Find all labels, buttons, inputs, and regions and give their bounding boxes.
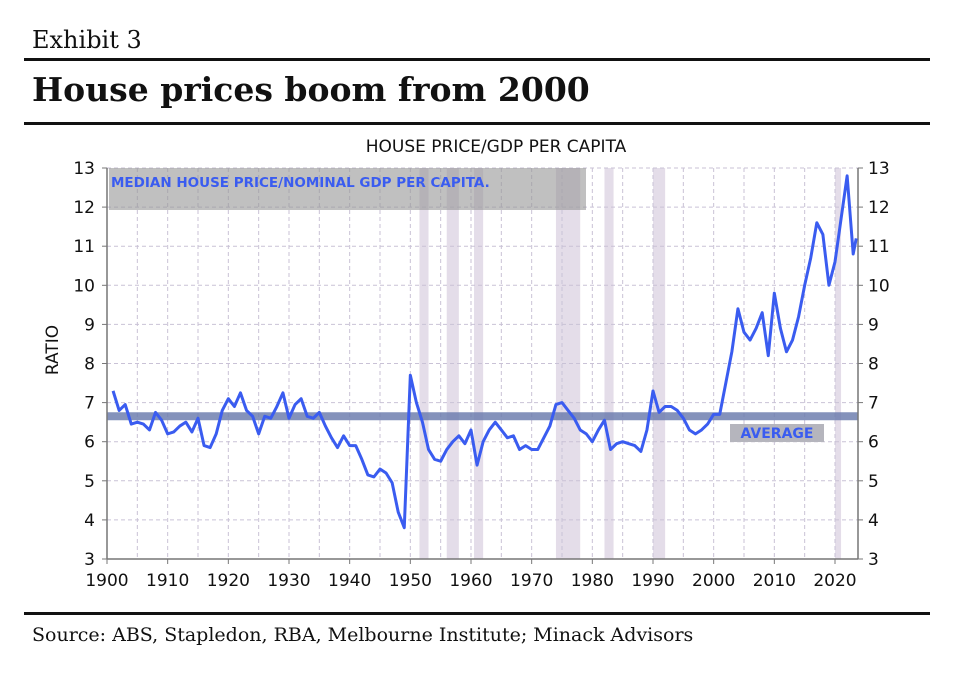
top-rule <box>24 58 930 61</box>
y-tick-label-right: 10 <box>868 276 890 296</box>
x-tick-label: 1980 <box>571 571 614 591</box>
y-axis-label: RATIO <box>43 325 63 375</box>
x-tick-label: 1960 <box>449 571 492 591</box>
y-tick-label-right: 6 <box>868 433 879 453</box>
y-tick-label-left: 11 <box>73 237 95 257</box>
average-label-box <box>730 424 824 442</box>
y-tick-label-right: 3 <box>868 550 879 570</box>
y-tick-label-right: 8 <box>868 355 879 375</box>
y-tick-label-left: 9 <box>84 315 95 335</box>
x-tick-label: 1930 <box>267 571 310 591</box>
average-label: AVERAGE <box>741 426 814 442</box>
y-tick-label-left: 12 <box>73 198 95 218</box>
x-tick-label: 1900 <box>85 571 128 591</box>
recession-band <box>653 168 666 559</box>
exhibit-label: Exhibit 3 <box>32 26 142 54</box>
y-tick-label-right: 13 <box>868 159 890 179</box>
x-tick-label: 1920 <box>207 571 250 591</box>
y-tick-label-right: 7 <box>868 394 879 414</box>
x-tick-label: 1990 <box>631 571 674 591</box>
y-tick-label-right: 12 <box>868 198 890 218</box>
legend-box <box>109 168 586 210</box>
y-tick-label-right: 9 <box>868 315 879 335</box>
y-tick-label-left: 4 <box>84 511 95 531</box>
y-tick-label-left: 3 <box>84 550 95 570</box>
y-tick-label-right: 4 <box>868 511 879 531</box>
y-tick-label-left: 7 <box>84 394 95 414</box>
y-tick-label-left: 8 <box>84 355 95 375</box>
y-tick-label-left: 6 <box>84 433 95 453</box>
x-tick-label: 1950 <box>389 571 432 591</box>
y-tick-label-left: 13 <box>73 159 95 179</box>
title-rule <box>24 122 930 125</box>
source-note: Source: ABS, Stapledon, RBA, Melbourne I… <box>32 624 694 646</box>
chart-title: HOUSE PRICE/GDP PER CAPITA <box>366 137 627 157</box>
series-line <box>111 174 858 530</box>
legend-text: MEDIAN HOUSE PRICE/NOMINAL GDP PER CAPIT… <box>111 175 490 191</box>
x-tick-label: 2020 <box>813 571 856 591</box>
y-tick-label-right: 5 <box>868 472 879 492</box>
y-tick-label-left: 10 <box>73 276 95 296</box>
y-tick-label-left: 5 <box>84 472 95 492</box>
bottom-rule <box>24 612 930 615</box>
x-tick-label: 1970 <box>510 571 553 591</box>
x-tick-label: 2000 <box>692 571 735 591</box>
x-tick-label: 1940 <box>328 571 371 591</box>
x-tick-label: 1910 <box>146 571 189 591</box>
recession-band <box>604 168 614 559</box>
page-title: House prices boom from 2000 <box>32 70 590 109</box>
x-tick-label: 2010 <box>753 571 796 591</box>
y-tick-label-right: 11 <box>868 237 890 257</box>
